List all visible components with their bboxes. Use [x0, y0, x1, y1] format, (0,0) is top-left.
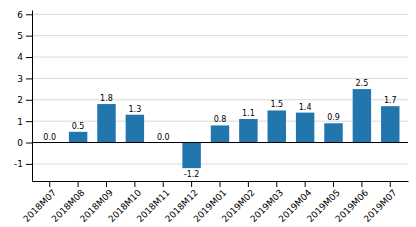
- data-label: 1.1: [242, 109, 255, 118]
- y-tick-label: 2: [17, 95, 23, 105]
- y-tick: 0: [17, 138, 32, 148]
- data-label: 1.7: [384, 96, 397, 105]
- y-axis: -1 0 1 2 3 4 5 6: [14, 10, 32, 182]
- x-tick-mark: [220, 181, 221, 187]
- bar: [182, 143, 200, 169]
- grid-line: [32, 35, 408, 36]
- data-labels: 0.0 0.5 1.8 1.3 0.0 -1.2 0.8 1.1 1.5 1.4 0.9 2.5 1.7: [43, 79, 396, 179]
- x-tick-mark: [361, 181, 362, 187]
- data-label: 0.8: [214, 115, 227, 124]
- y-tick-label: 5: [17, 31, 23, 41]
- data-label: 0.5: [72, 122, 85, 131]
- bar: [353, 89, 371, 142]
- grid-line: [32, 142, 408, 143]
- y-tick-label: -1: [14, 159, 23, 169]
- grid-line: [32, 163, 408, 164]
- bar: [296, 113, 314, 143]
- x-axis: 2018M072018M082018M092018M102018M112018M…: [21, 181, 408, 224]
- x-tick-mark: [305, 181, 306, 187]
- y-tick: 5: [17, 31, 32, 41]
- data-label: 1.3: [129, 105, 142, 114]
- data-label: 0.0: [157, 133, 170, 142]
- y-tick-mark: [26, 78, 32, 79]
- bar: [69, 132, 87, 143]
- bar: [381, 106, 399, 142]
- bar: [324, 123, 342, 142]
- x-tick-mark: [333, 181, 334, 187]
- y-tick: 3: [17, 74, 32, 84]
- y-axis-line: [32, 11, 33, 182]
- grid-line: [32, 78, 408, 79]
- x-tick-mark: [134, 181, 135, 187]
- y-tick: 6: [17, 10, 32, 20]
- y-tick-mark: [26, 36, 32, 37]
- x-tick-label: 2019M07: [362, 187, 399, 224]
- bar: [239, 119, 257, 143]
- bar: [268, 110, 286, 142]
- bar: [97, 104, 115, 142]
- y-tick-mark: [26, 57, 32, 58]
- grid-line: [32, 99, 408, 100]
- y-tick: 1: [17, 117, 32, 127]
- x-tick-mark: [276, 181, 277, 187]
- y-tick-label: 3: [17, 74, 23, 84]
- y-tick-mark: [26, 164, 32, 165]
- y-tick-mark: [26, 143, 32, 144]
- y-tick-label: 4: [17, 52, 23, 62]
- x-tick-mark: [248, 181, 249, 187]
- data-label: 1.4: [299, 103, 312, 112]
- y-tick: 4: [17, 52, 32, 62]
- grid: [32, 14, 408, 164]
- data-label: -1.2: [184, 170, 200, 179]
- zero-line: [32, 142, 408, 143]
- grid-line: [32, 57, 408, 58]
- bar: [126, 115, 144, 143]
- bars: [69, 89, 400, 168]
- x-tick-mark: [49, 181, 50, 187]
- y-tick-mark: [26, 121, 32, 122]
- y-tick-label: 6: [17, 10, 23, 20]
- data-label: 1.8: [100, 94, 113, 103]
- x-tick-mark: [78, 181, 79, 187]
- data-label: 0.0: [43, 133, 56, 142]
- grid-line: [32, 14, 408, 15]
- x-tick-mark: [106, 181, 107, 187]
- y-tick-label: 0: [17, 138, 23, 148]
- x-tick: 2019M07: [362, 181, 399, 224]
- x-tick-mark: [390, 181, 391, 187]
- data-label: 2.5: [356, 79, 369, 88]
- y-tick-mark: [26, 14, 32, 15]
- y-tick-mark: [26, 100, 32, 101]
- bar: [211, 125, 229, 142]
- y-tick: 2: [17, 95, 32, 105]
- x-tick-mark: [163, 181, 164, 187]
- y-tick-label: 1: [17, 117, 23, 127]
- chart: -1 0 1 2 3 4 5 6 2018M072018M082018M092018M10201…: [0, 0, 416, 227]
- data-label: 1.5: [270, 100, 283, 109]
- x-tick-mark: [191, 181, 192, 187]
- data-label: 0.9: [327, 113, 340, 122]
- y-tick: -1: [14, 159, 32, 169]
